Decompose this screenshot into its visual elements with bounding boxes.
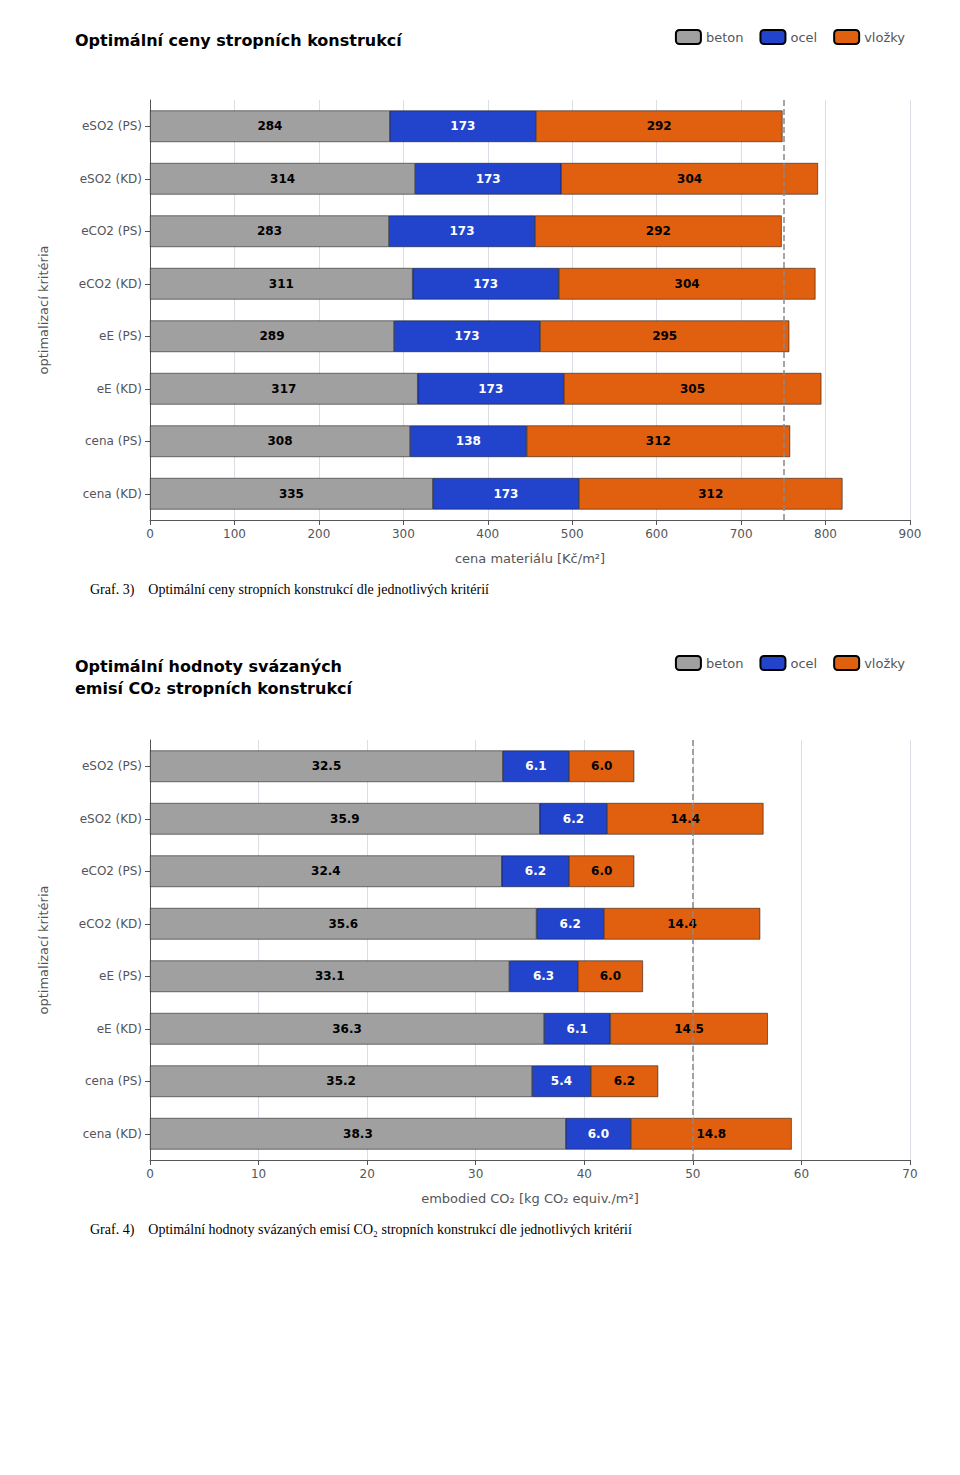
svg-text:6.2: 6.2 [560,917,581,931]
svg-text:173: 173 [449,224,474,238]
svg-text:eCO2 (PS): eCO2 (PS) [81,864,142,878]
svg-text:308: 308 [268,434,293,448]
svg-text:70: 70 [902,1167,917,1181]
svg-text:173: 173 [473,277,498,291]
svg-text:Graf. 3) Optimální ceny str: Graf. 3) Optimální ceny stropních konstr… [90,582,489,598]
svg-text:292: 292 [647,119,672,133]
svg-text:500: 500 [561,527,584,541]
svg-text:cena (KD): cena (KD) [83,1127,142,1141]
svg-text:vložky: vložky [864,30,905,45]
svg-text:0: 0 [146,1167,154,1181]
svg-text:6.0: 6.0 [588,1127,609,1141]
svg-text:173: 173 [476,172,501,186]
svg-text:283: 283 [257,224,282,238]
svg-text:173: 173 [450,119,475,133]
svg-text:eE (PS): eE (PS) [99,969,142,983]
svg-text:6.2: 6.2 [563,812,584,826]
svg-text:eSO2 (KD): eSO2 (KD) [80,812,142,826]
svg-text:eE (PS): eE (PS) [99,329,142,343]
svg-text:eCO2 (PS): eCO2 (PS) [81,224,142,238]
svg-text:304: 304 [677,172,702,186]
svg-text:6.3: 6.3 [533,969,554,983]
svg-text:0: 0 [146,527,154,541]
svg-text:173: 173 [455,329,480,343]
svg-text:35.6: 35.6 [328,917,358,931]
svg-text:289: 289 [259,329,284,343]
svg-text:284: 284 [257,119,282,133]
svg-text:138: 138 [456,434,481,448]
svg-text:304: 304 [675,277,700,291]
svg-text:173: 173 [478,382,503,396]
svg-text:32.5: 32.5 [312,759,342,773]
svg-text:800: 800 [814,527,837,541]
svg-text:eE (KD): eE (KD) [97,1022,142,1036]
svg-text:14.4: 14.4 [667,916,697,931]
svg-text:14.8: 14.8 [697,1127,727,1141]
svg-text:317: 317 [271,382,296,396]
svg-text:35.2: 35.2 [326,1074,356,1088]
svg-text:cena materiálu [Kč/m²]: cena materiálu [Kč/m²] [455,551,605,566]
svg-text:173: 173 [493,487,518,501]
svg-text:beton: beton [706,30,744,45]
svg-text:38.3: 38.3 [343,1127,373,1141]
svg-text:200: 200 [307,527,330,541]
svg-text:6.0: 6.0 [591,864,612,878]
svg-text:335: 335 [279,487,304,501]
svg-text:305: 305 [680,382,705,396]
svg-text:6.1: 6.1 [525,759,546,773]
svg-text:14.5: 14.5 [674,1022,704,1036]
svg-text:optimalizací kritéria: optimalizací kritéria [36,886,51,1015]
svg-text:32.4: 32.4 [311,864,341,878]
svg-text:eCO2 (KD): eCO2 (KD) [79,277,142,291]
svg-text:30: 30 [468,1167,483,1181]
svg-text:36.3: 36.3 [332,1022,362,1036]
svg-text:eSO2 (KD): eSO2 (KD) [80,172,142,186]
svg-text:600: 600 [645,527,668,541]
svg-text:cena (PS): cena (PS) [85,434,142,448]
svg-text:ocel: ocel [790,30,817,45]
svg-text:5.4: 5.4 [551,1074,572,1088]
svg-text:20: 20 [360,1167,375,1181]
svg-text:6.0: 6.0 [591,759,612,773]
svg-text:Graf. 4) Optimální hodnoty: Graf. 4) Optimální hodnoty svázaných emi… [90,1222,632,1238]
svg-text:cena (KD): cena (KD) [83,487,142,501]
svg-text:312: 312 [698,487,723,501]
svg-text:311: 311 [269,277,294,291]
svg-text:300: 300 [392,527,415,541]
svg-text:314: 314 [270,172,295,186]
svg-text:eE (KD): eE (KD) [97,382,142,396]
svg-text:embodied CO₂ [kg CO₂ equiv./m²: embodied CO₂ [kg CO₂ equiv./m²] [421,1191,639,1206]
svg-text:14.4: 14.4 [670,812,700,826]
svg-text:40: 40 [577,1167,592,1181]
svg-text:33.1: 33.1 [315,969,345,983]
svg-text:900: 900 [899,527,922,541]
svg-text:6.2: 6.2 [614,1074,635,1088]
svg-text:vložky: vložky [864,656,905,671]
svg-text:295: 295 [652,329,677,343]
svg-text:6.2: 6.2 [525,864,546,878]
svg-text:6.1: 6.1 [567,1022,588,1036]
svg-text:emisí CO₂ stropních konstrukcí: emisí CO₂ stropních konstrukcí [75,679,354,698]
svg-text:beton: beton [706,656,744,671]
svg-text:50: 50 [685,1167,700,1181]
svg-text:400: 400 [476,527,499,541]
svg-text:292: 292 [646,224,671,238]
svg-text:100: 100 [223,527,246,541]
svg-text:60: 60 [794,1167,809,1181]
svg-text:700: 700 [730,527,753,541]
svg-text:Optimální ceny stropních konst: Optimální ceny stropních konstrukcí [75,31,403,50]
svg-text:6.0: 6.0 [600,969,621,983]
svg-text:optimalizací kritéria: optimalizací kritéria [36,246,51,375]
svg-text:ocel: ocel [790,656,817,671]
svg-text:10: 10 [251,1167,266,1181]
svg-text:eSO2 (PS): eSO2 (PS) [82,759,142,773]
svg-text:35.9: 35.9 [330,812,360,826]
svg-text:312: 312 [646,434,671,448]
svg-text:eCO2 (KD): eCO2 (KD) [79,917,142,931]
svg-text:Optimální hodnoty svázaných: Optimální hodnoty svázaných [75,657,342,676]
svg-text:cena (PS): cena (PS) [85,1074,142,1088]
svg-text:eSO2 (PS): eSO2 (PS) [82,119,142,133]
